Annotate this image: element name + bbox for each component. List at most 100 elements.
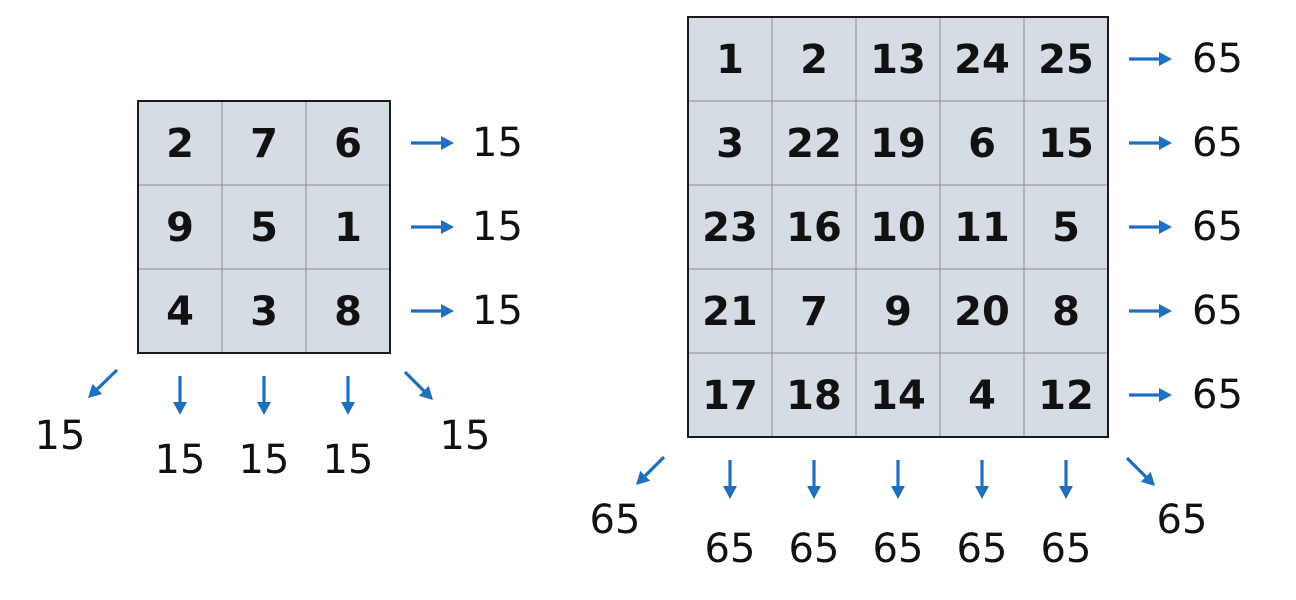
cell-number: 11 [954,205,1010,251]
grid-cell: 5 [221,184,307,270]
grid-cell: 18 [771,352,857,438]
row-sum-label: 15 [472,288,523,334]
row-sum-label: 65 [1192,36,1243,82]
column-sum-label: 15 [323,437,374,483]
cell-number: 8 [334,289,362,335]
cell-number: 6 [968,121,996,167]
cell-number: 8 [1052,289,1080,335]
grid-border [137,100,391,354]
grid-cell: 4 [137,268,223,354]
grid-cell: 5 [1023,184,1109,270]
grid-cell: 8 [305,268,391,354]
grid-cell: 8 [1023,268,1109,354]
down-arrow-icon [1059,460,1073,499]
cell-number: 4 [166,289,194,335]
magic-square-3x3: 2 7 6 9 5 1 4 3 8 15 15 15 15 15 15 15 15 [35,100,523,483]
row-sum-label: 65 [1192,372,1243,418]
cell-number: 24 [954,37,1010,83]
grid-cell: 7 [771,268,857,354]
cell-number: 6 [334,121,362,167]
grid-cell: 14 [855,352,941,438]
grid-cell: 20 [939,268,1025,354]
grid-cell: 4 [939,352,1025,438]
right-arrow-icon [1129,388,1172,402]
down-arrow-icon [975,460,989,499]
down-left-arrow-icon [88,368,119,398]
cell-number: 25 [1038,37,1094,83]
cell-number: 1 [334,205,362,251]
grid-cell: 17 [687,352,773,438]
grid-cell: 11 [939,184,1025,270]
cell-number: 19 [870,121,926,167]
cell-number: 2 [166,121,194,167]
row-sum-label: 15 [472,120,523,166]
row-sum-label: 65 [1192,120,1243,166]
right-arrow-icon [411,304,454,318]
row-sum-label: 65 [1192,204,1243,250]
cell-number: 21 [702,289,758,335]
down-arrow-icon [257,376,271,415]
main-diagonal-sum-label: 65 [1157,497,1208,543]
cell-number: 10 [870,205,926,251]
cell-number: 3 [716,121,744,167]
column-sum-label: 65 [873,526,924,572]
column-sum-label: 65 [957,526,1008,572]
grid-cell: 24 [939,16,1025,102]
cell-number: 5 [1052,205,1080,251]
grid-cell: 19 [855,100,941,186]
grid-cell: 9 [855,268,941,354]
cell-number: 2 [800,37,828,83]
grid-cell: 3 [687,100,773,186]
grid-cell: 22 [771,100,857,186]
cell-number: 12 [1038,373,1094,419]
grid-cell: 25 [1023,16,1109,102]
down-right-arrow-icon [403,370,433,400]
column-sum-label: 15 [155,437,206,483]
cell-number: 14 [870,373,926,419]
grid-cell: 3 [221,268,307,354]
down-arrow-icon [723,460,737,499]
grid-cell: 7 [221,100,307,186]
grid-cell: 2 [771,16,857,102]
down-arrow-icon [341,376,355,415]
cell-number: 3 [250,289,278,335]
grid-cell: 1 [687,16,773,102]
cell-number: 9 [166,205,194,251]
down-arrow-icon [807,460,821,499]
cell-number: 9 [884,289,912,335]
right-arrow-icon [1129,220,1172,234]
down-arrow-icon [891,460,905,499]
main-diagonal-sum-label: 15 [440,413,491,459]
grid-cell: 6 [939,100,1025,186]
grid-cell: 6 [305,100,391,186]
anti-diagonal-sum-label: 15 [35,413,86,459]
anti-diagonal-sum-label: 65 [590,497,641,543]
cell-number: 1 [716,37,744,83]
cell-number: 22 [786,121,842,167]
cell-number: 17 [702,373,758,419]
column-sum-label: 15 [239,437,290,483]
grid-cell: 21 [687,268,773,354]
column-sum-label: 65 [1041,526,1092,572]
grid-cell: 16 [771,184,857,270]
grid-cell: 13 [855,16,941,102]
right-arrow-icon [411,136,454,150]
cell-number: 7 [250,121,278,167]
down-right-arrow-icon [1125,456,1155,486]
cell-number: 18 [786,373,842,419]
down-left-arrow-icon [636,455,666,485]
grid-cell: 10 [855,184,941,270]
grid-cell: 1 [305,184,391,270]
right-arrow-icon [1129,52,1172,66]
grid-border [687,16,1109,438]
row-sum-label: 15 [472,204,523,250]
cell-number: 13 [870,37,926,83]
cell-number: 23 [702,205,758,251]
right-arrow-icon [1129,304,1172,318]
right-arrow-icon [1129,136,1172,150]
grid-cell: 9 [137,184,223,270]
row-sum-label: 65 [1192,288,1243,334]
grid-cell: 15 [1023,100,1109,186]
